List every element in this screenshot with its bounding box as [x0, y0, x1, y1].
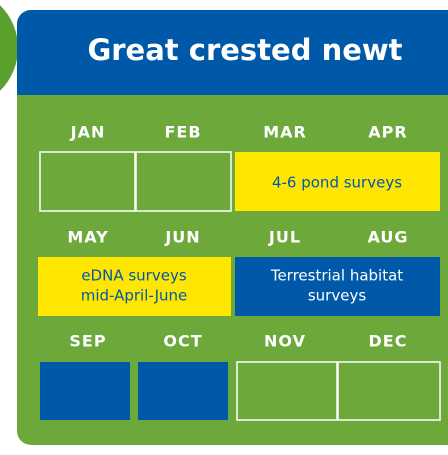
month-label: JUN — [164, 228, 200, 247]
month-label: AUG — [367, 228, 408, 247]
month-label: DEC — [369, 332, 408, 351]
survey-block — [40, 362, 130, 420]
survey-label: mid-April-June — [81, 287, 188, 305]
month-label: FEB — [164, 123, 201, 142]
survey-label: 4-6 pond surveys — [272, 174, 402, 192]
empty-cell — [337, 361, 441, 421]
month-label: APR — [368, 123, 407, 142]
survey-block — [235, 257, 440, 316]
empty-cell — [236, 361, 338, 421]
month-label: MAR — [263, 123, 307, 142]
survey-block — [138, 362, 228, 420]
month-labels: JAN FEB MAR APR MAY JUN JUL AUG SEP OCT NOV DEC — [67, 123, 408, 351]
title: Great crested newt — [87, 33, 402, 67]
calendar-cells — [38, 151, 441, 421]
survey-label: surveys — [308, 287, 366, 305]
month-label: SEP — [69, 332, 106, 351]
month-label: JAN — [70, 123, 106, 142]
empty-cell — [135, 151, 232, 212]
survey-block — [38, 257, 231, 316]
month-label: MAY — [67, 228, 108, 247]
survey-label: eDNA surveys — [81, 267, 187, 285]
month-label: JUL — [268, 228, 301, 247]
card — [17, 10, 448, 445]
leaf-icon — [0, 5, 18, 91]
month-label: NOV — [264, 332, 306, 351]
empty-cell — [39, 151, 136, 212]
month-label: OCT — [163, 332, 202, 351]
header — [17, 10, 448, 95]
survey-label: Terrestrial habitat — [270, 267, 403, 285]
survey-block — [235, 152, 440, 211]
